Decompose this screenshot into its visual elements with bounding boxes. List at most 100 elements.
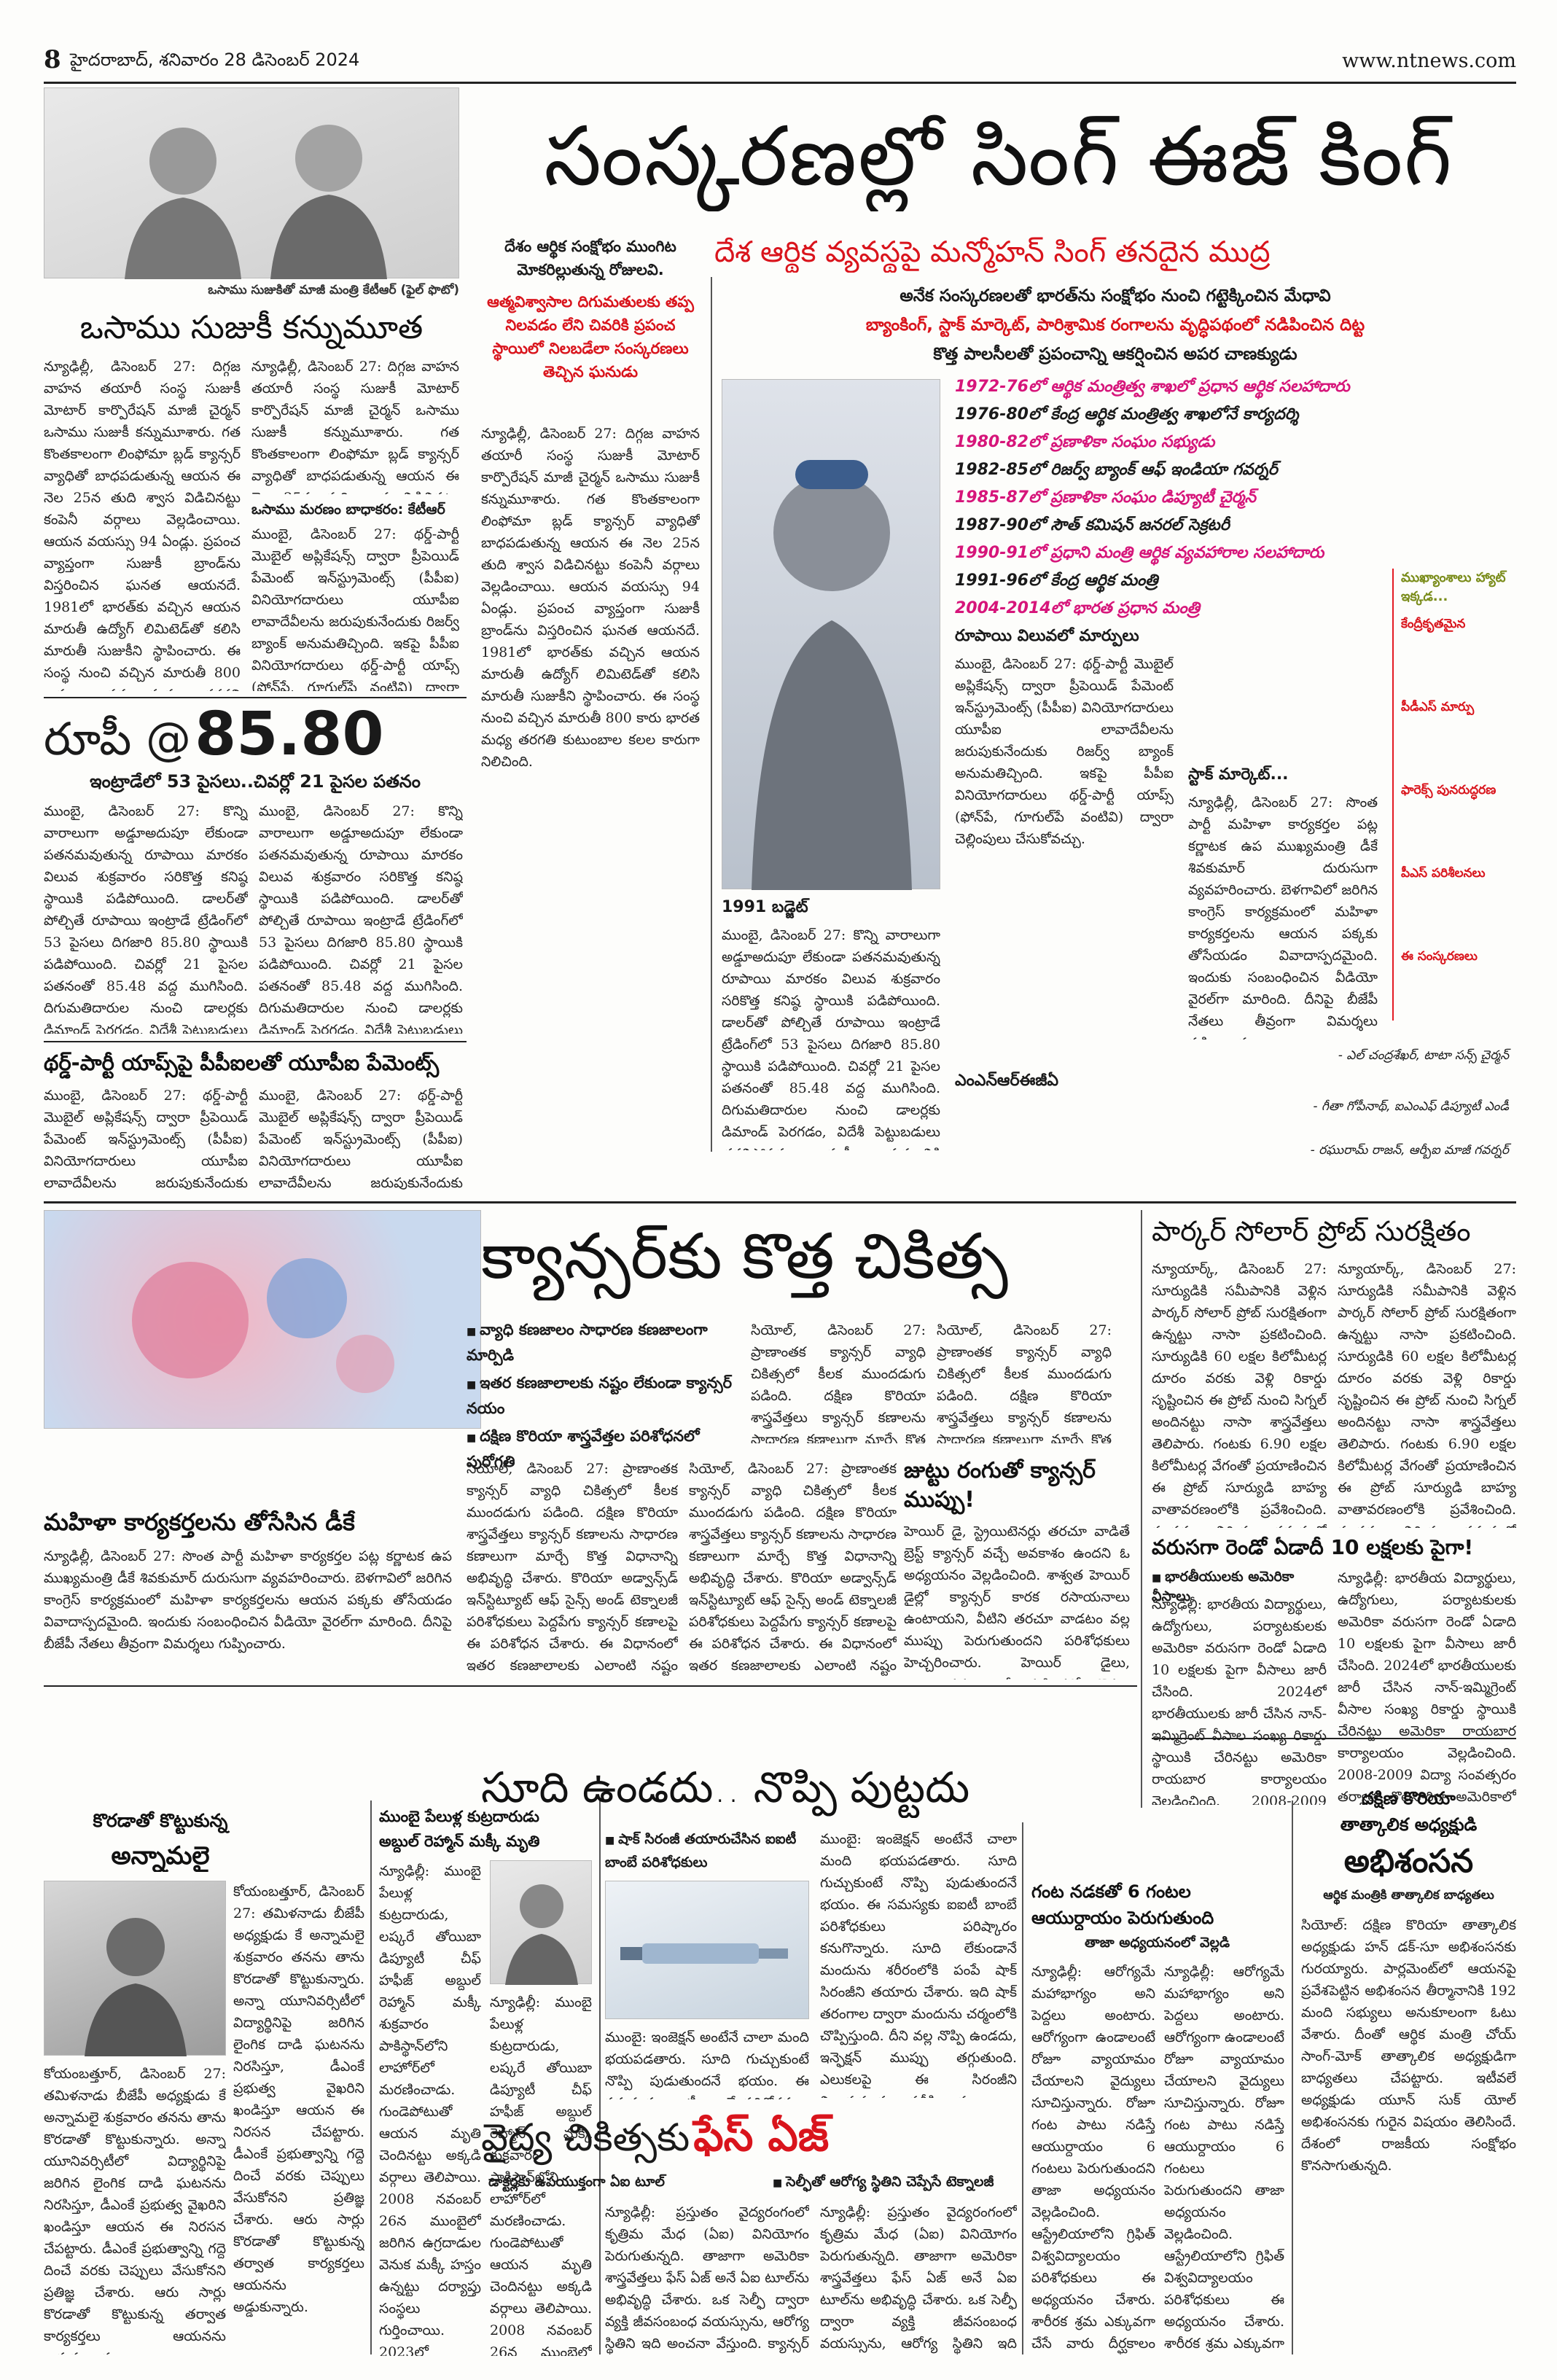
- divider: [370, 1800, 372, 2354]
- osamu-body-col-1: న్యూఢిల్లీ, డిసెంబర్ 27: దిగ్గజ వాహన తయా…: [44, 359, 241, 691]
- lead-body-col-3: ముంబై, డిసెంబర్ 27: థర్డ్-పార్టీ మొబైల్ …: [955, 656, 1174, 847]
- cancer-illustration: [44, 1210, 481, 1429]
- lead-side-quote: దేశం ఆర్థిక సంక్షోభం ముంగిట మోకరిల్లుతున…: [504, 238, 676, 278]
- mahila-body: న్యూఢిల్లీ, డిసెంబర్ 27: సొంత పార్టీ మహి…: [44, 1548, 452, 1652]
- lead-sidebar: ముఖ్యాంశాలు హ్యాట్ ఇక్కడ... కేంద్రీకృతమై…: [1392, 569, 1516, 1021]
- mumbai-headline-1: ముంబై పేలుళ్ల కుట్రదారుడు: [379, 1808, 539, 1825]
- osamu-subhead: ఒసాము మరణం బాధాకరం: కేటీఆర్: [251, 502, 445, 518]
- makki-photo: [490, 1860, 592, 1985]
- kovai-headline-2: అన్నామలై: [111, 1841, 210, 1870]
- section-rule: [44, 1685, 1137, 1687]
- needle-headline: సూది ఉండదు.. నొప్పి పుట్టదు: [481, 1763, 970, 1812]
- work-body-col-1: న్యూఢిల్లీ: ఆరోగ్యమే మహాభాగ్యం అని పెద్ద…: [1031, 1964, 1155, 2352]
- lead-kicker-2: బ్యాంకింగ్, స్టాక్ మార్కెట్, పారిశ్రామిక…: [865, 316, 1365, 335]
- lead-body-col-1: న్యూఢిల్లీ, డిసెంబర్ 27: దిగ్గజ వాహన తయా…: [481, 426, 700, 770]
- section-rule: [44, 697, 467, 698]
- upi-body-col-2: ముంబై, డిసెంబర్ 27: థర్డ్-పార్టీ మొబైల్ …: [259, 1088, 463, 1191]
- cell-icon: [132, 1258, 394, 1393]
- page-number: 8: [44, 45, 61, 74]
- health-body-col-2: న్యూఢిల్లీ: ప్రస్తుతం వైద్యరంగంలో కృత్రి…: [820, 2204, 1017, 2352]
- section-head-rupee: రూపాయి విలువలో మార్పులు: [955, 627, 1139, 645]
- cancer-headline: క్యాన్సర్‌కు కొత్త చికిత్స: [481, 1220, 1008, 1293]
- divider: [599, 1800, 601, 2354]
- korea-headline-big: అభిశంసన: [1343, 1843, 1474, 1880]
- rupee-headline-prefix: రూపీ @: [44, 712, 192, 765]
- lead-body-col-2: ముంబై, డిసెంబర్ 27: కొన్ని వారాలుగా అడ్డ…: [722, 927, 940, 1150]
- h1b-body-col-2: న్యూఢిల్లీ: భారతీయ విద్యార్థులు, ఉద్యోగు…: [1338, 1570, 1516, 1805]
- parker-headline: పార్కర్ సోలార్ ప్రోబ్ సురక్షితం: [1152, 1215, 1471, 1247]
- mahila-headline: మహిళా కార్యకర్తలను తోసేసిన డీకే: [44, 1508, 355, 1536]
- health-body-col-1: న్యూఢిల్లీ: ప్రస్తుతం వైద్యరంగంలో కృత్రి…: [605, 2204, 809, 2352]
- section-head-mnregea: ఎంఎన్‌ఆర్‌ఈజీఏ: [955, 1072, 1059, 1090]
- osamu-body-col-3: ముంబై, డిసెంబర్ 27: థర్డ్-పార్టీ మొబైల్ …: [251, 526, 459, 691]
- needle-body-col-1: ముంబై: ఇంజెక్షన్ అంటేనే చాలా మంది భయపడతా…: [605, 2029, 809, 2099]
- rupee-headline: రూపీ @ 85.80: [44, 700, 467, 770]
- rupee-body-col-2: ముంబై, డిసెంబర్ 27: కొన్ని వారాలుగా అడ్డ…: [259, 803, 463, 1034]
- cancer-body-col-3: సియోల్, డిసెంబర్ 27: ప్రాణాంతక క్యాన్సర్…: [467, 1461, 678, 1674]
- timeline-item: 2004-2014లో భారత ప్రధాన మంత్రి: [955, 599, 1200, 617]
- portrait-icon: [752, 460, 912, 890]
- sidebar-head: పీడీఎస్ మార్పు: [1401, 700, 1475, 714]
- cancer-body-col-4: సియోల్, డిసెంబర్ 27: ప్రాణాంతక క్యాన్సర్…: [689, 1461, 897, 1674]
- lead-quote-name-3: - రఘురామ్ రాజన్, ఆర్బీఐ మాజీ గవర్నర్: [1310, 1143, 1509, 1158]
- kovai-headline-1: కొరడాతో కొట్టుకున్న: [93, 1810, 228, 1831]
- osamu-photo-caption: ఒసాము సుజుకితో మాజీ మంత్రి కేటీఆర్ (ఫైల్…: [208, 283, 459, 297]
- korea-headline-1: దక్షిణ కొరియా: [1362, 1788, 1456, 1809]
- timeline-item: 1982-85లో రిజర్వ్ బ్యాంక్ ఆఫ్ ఇండియా గవర…: [955, 461, 1278, 479]
- upi-body-col-1: ముంబై, డిసెంబర్ 27: థర్డ్-పార్టీ మొబైల్ …: [44, 1088, 248, 1191]
- dateline: హైదరాబాద్, శనివారం 28 డిసెంబర్ 2024: [70, 50, 360, 70]
- sidebar-head: కేంద్రీకృతమైన: [1401, 617, 1466, 631]
- lead-headline: సంస్కరణల్లో సింగ్ ఈజ్ కింగ్: [544, 109, 1453, 204]
- osamu-photo: [44, 87, 459, 279]
- photo-icon: [505, 1884, 578, 1985]
- divider: [1022, 1822, 1023, 2354]
- photo-icon: [85, 1918, 187, 2056]
- work-subhead: తాజా అధ్యయనంలో వెల్లడి: [1084, 1935, 1230, 1951]
- needle-body-col-2: ముంబై: ఇంజెక్షన్ అంటేనే చాలా మంది భయపడతా…: [820, 1831, 1017, 2098]
- photo-icon: [125, 125, 387, 279]
- sidebar-head: ఫారెక్స్ పునరుద్ధరణ: [1401, 783, 1496, 797]
- health-subhead-left: డాక్టర్లకు ఉపయుక్తంగా ఏఐ టూల్: [488, 2174, 665, 2190]
- health-subhead-right: సెల్ఫీతో ఆరోగ్య స్థితిని చెప్పేసే టెక్నా…: [773, 2174, 1137, 2193]
- hair-headline: జుట్టు రంగుతో క్యాన్సర్ ముప్పు!: [904, 1458, 1096, 1513]
- health-headline-red: ఫేస్ ఏజ్: [693, 2111, 830, 2161]
- cancer-bullet: దక్షిణ కొరియా శాస్త్రవేత్తల పరిశోధనలో పు…: [467, 1424, 736, 1473]
- lead-body-col-4: న్యూఢిల్లీ, డిసెంబర్ 27: సొంత పార్టీ మహి…: [1188, 795, 1378, 1039]
- lead-quote-name-1: - ఎల్ చంద్రశేఖర్, టాటా సన్స్ చైర్మన్: [1338, 1048, 1509, 1063]
- syringe-photo: [605, 1881, 809, 2019]
- masthead-rule: [44, 82, 1516, 84]
- osamu-body-col-2: న్యూఢిల్లీ, డిసెంబర్ 27: దిగ్గజ వాహన తయా…: [251, 359, 459, 494]
- h1b-headline: వరుసగా రెండో ఏడాదీ 10 లక్షలకు పైగా!: [1152, 1535, 1474, 1559]
- korea-body: సియోల్: దక్షిణ కొరియా తాత్కాలిక అధ్యక్షు…: [1301, 1917, 1516, 2174]
- annamalai-photo: [44, 1881, 226, 2056]
- website[interactable]: www.ntnews.com: [1342, 50, 1516, 72]
- mumbai-body-col-2: న్యూఢిల్లీ: ముంబై పేలుళ్ల కుట్రదారుడు, ల…: [490, 1994, 592, 2356]
- lead-subheadline: దేశ ఆర్థిక వ్యవస్థపై మన్మోహన్ సింగ్ తనదై…: [714, 235, 1271, 269]
- work-body-col-2: న్యూఢిల్లీ: ఆరోగ్యమే మహాభాగ్యం అని పెద్ద…: [1164, 1964, 1284, 2352]
- mumbai-headline-2: అబ్దుల్ రెహ్మాన్ మక్కీ మృతి: [379, 1833, 540, 1850]
- section-head-stock: స్టాక్ మార్కెట్...: [1188, 765, 1289, 784]
- parker-body-col-2: న్యూయార్క్, డిసెంబర్ 27: సూర్యుడికి సమీప…: [1338, 1261, 1516, 1528]
- timeline-item: 1980-82లో ప్రణాళికా సంఘం సభ్యుడు: [955, 433, 1215, 451]
- lead-red-callout: ఆత్మవిశ్వాసాల దిగుమతులకు తప్ప నిలవడం లేన…: [487, 293, 694, 381]
- timeline-item: 1987-90లో సౌత్ కమిషన్ జనరల్ సెక్రటరీ: [955, 516, 1230, 534]
- health-headline: వైద్య చికిత్సకు ఫేస్ ఏజ్: [481, 2105, 1137, 2166]
- masthead: 8 హైదరాబాద్, శనివారం 28 డిసెంబర్ 2024 ww…: [44, 45, 1516, 80]
- cancer-bullet: ఇతర కణజాలాలకు నష్టం లేకుండా క్యాన్సర్ నయ…: [467, 1371, 736, 1420]
- manmohan-photo: [722, 379, 940, 890]
- divider: [1141, 1210, 1142, 1808]
- lead-quote-name-2: - గీతా గోపీనాథ్, ఐఎంఎఫ్ డిప్యూటీ ఎండీ: [1313, 1099, 1509, 1114]
- osamu-headline: ఒసాము సుజుకీ కన్నుమూత: [79, 309, 424, 346]
- lead-kicker-1: అనేక సంస్కరణలతో భారత్‌ను సంక్షోభం నుంచి …: [900, 286, 1331, 305]
- hair-body: హెయిర్ డై, స్ట్రెయిటెనర్లు తరచూ వాడితే బ…: [904, 1523, 1130, 1679]
- timeline-item: 1985-87లో ప్రణాళికా సంఘం డిప్యూటీ చైర్మన…: [955, 488, 1256, 507]
- cancer-bullets: వ్యాధి కణజాలం సాధారణ కణజాలంగా మార్పిడి ఇ…: [467, 1318, 736, 1473]
- timeline: 1972-76లో ఆర్థిక మంత్రిత్వ శాఖలో ప్రధాన …: [955, 373, 1509, 623]
- cancer-body-col-1: సియోల్, డిసెంబర్ 27: ప్రాణాంతక క్యాన్సర్…: [751, 1322, 926, 1443]
- health-headline-black: వైద్య చికిత్సకు: [481, 2116, 690, 2160]
- divider: [1292, 1800, 1293, 2354]
- work-headline-1: గంట నడకతో 6 గంటల: [1031, 1881, 1191, 1902]
- timeline-item: 1972-76లో ఆర్థిక మంత్రిత్వ శాఖలో ప్రధాన …: [955, 378, 1350, 396]
- korea-subhead: ఆర్థిక మంత్రికి తాత్కాలిక బాధ్యతలు: [1323, 1888, 1494, 1903]
- kovai-body-col-2: కోయంబత్తూర్, డిసెంబర్ 27: తమిళనాడు బీజేప…: [233, 1884, 364, 2315]
